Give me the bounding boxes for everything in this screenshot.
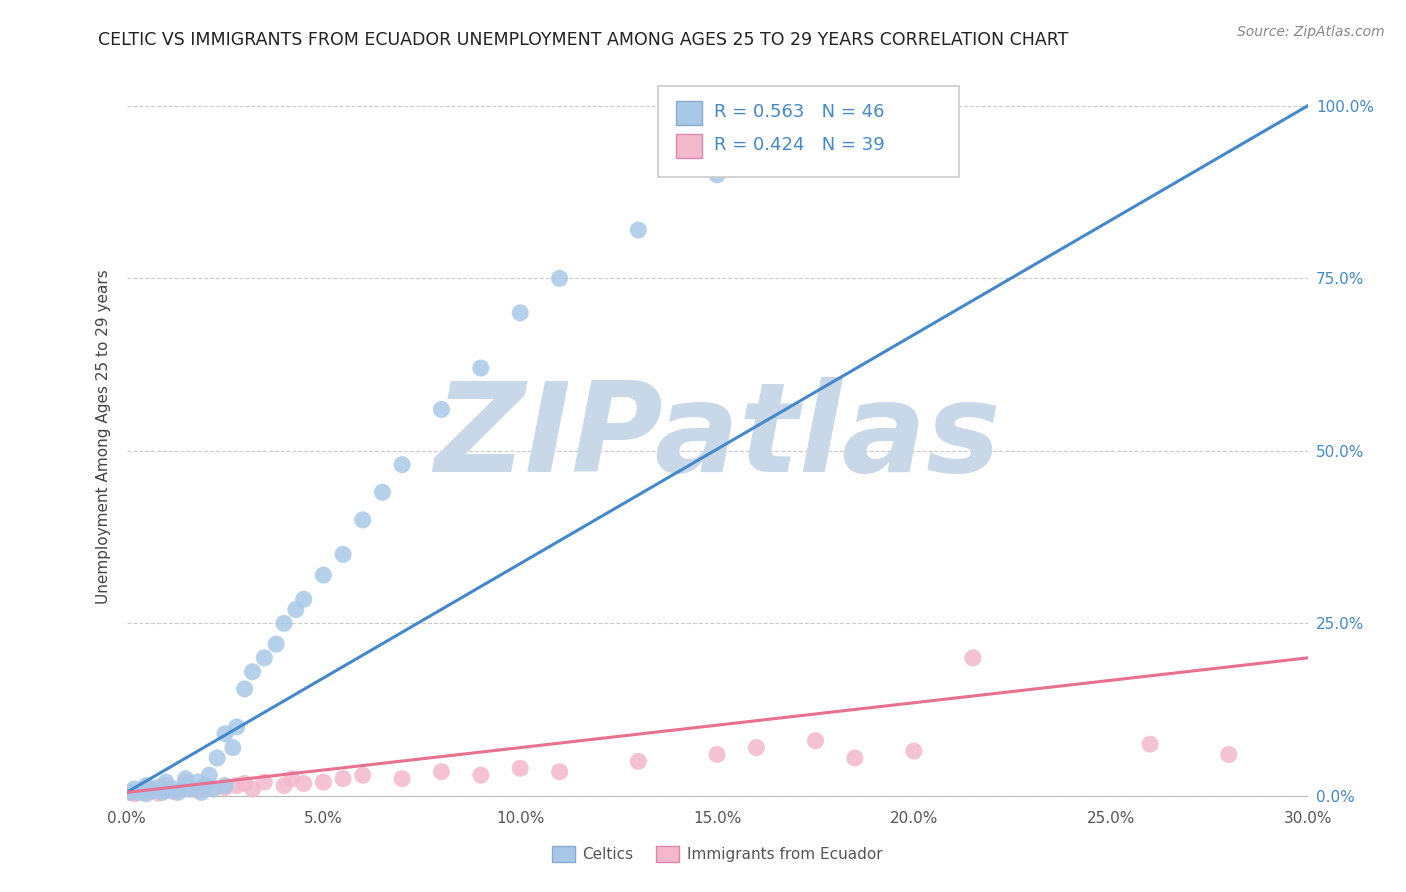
Point	[281, 772, 304, 786]
Point	[146, 786, 169, 800]
Text: R = 0.563   N = 46: R = 0.563 N = 46	[713, 103, 884, 120]
Point	[242, 782, 264, 797]
Point	[804, 133, 827, 147]
Point	[127, 785, 149, 799]
Point	[174, 779, 197, 793]
Point	[174, 775, 197, 789]
Point	[253, 775, 276, 789]
Point	[332, 548, 354, 562]
FancyBboxPatch shape	[676, 135, 702, 158]
Point	[470, 361, 492, 376]
Point	[548, 764, 571, 779]
Point	[155, 775, 177, 789]
FancyBboxPatch shape	[658, 86, 959, 178]
Point	[135, 785, 157, 799]
Text: Source: ZipAtlas.com: Source: ZipAtlas.com	[1237, 25, 1385, 39]
Point	[352, 513, 374, 527]
Point	[312, 568, 335, 582]
Y-axis label: Unemployment Among Ages 25 to 29 years: Unemployment Among Ages 25 to 29 years	[96, 269, 111, 605]
Point	[1218, 747, 1240, 762]
Point	[131, 783, 153, 797]
Point	[352, 768, 374, 782]
Point	[155, 779, 177, 793]
Point	[332, 772, 354, 786]
Point	[179, 782, 201, 797]
Point	[186, 783, 208, 797]
FancyBboxPatch shape	[676, 102, 702, 125]
Point	[150, 785, 173, 799]
Point	[194, 779, 217, 793]
Point	[139, 782, 162, 797]
Point	[509, 761, 531, 775]
Point	[146, 780, 169, 795]
Point	[163, 782, 186, 797]
Point	[312, 775, 335, 789]
Point	[135, 779, 157, 793]
Point	[120, 785, 142, 799]
Point	[706, 168, 728, 182]
Point	[124, 787, 146, 801]
Point	[155, 783, 177, 797]
Point	[430, 764, 453, 779]
Point	[135, 787, 157, 801]
Point	[174, 782, 197, 797]
Point	[233, 776, 256, 790]
Point	[202, 782, 225, 797]
Point	[430, 402, 453, 417]
Point	[124, 782, 146, 797]
Point	[470, 768, 492, 782]
Point	[214, 727, 236, 741]
Point	[202, 782, 225, 797]
Point	[804, 733, 827, 747]
Point	[706, 747, 728, 762]
Point	[214, 779, 236, 793]
Point	[264, 637, 287, 651]
Point	[903, 120, 925, 134]
Point	[292, 776, 315, 790]
Point	[155, 783, 177, 797]
Text: CELTIC VS IMMIGRANTS FROM ECUADOR UNEMPLOYMENT AMONG AGES 25 TO 29 YEARS CORRELA: CELTIC VS IMMIGRANTS FROM ECUADOR UNEMPL…	[98, 31, 1069, 49]
Point	[627, 755, 650, 769]
Point	[222, 740, 245, 755]
Point	[143, 783, 166, 797]
Point	[233, 681, 256, 696]
Point	[194, 779, 217, 793]
Point	[163, 785, 186, 799]
Point	[198, 768, 221, 782]
Point	[190, 785, 212, 799]
Point	[292, 592, 315, 607]
Text: R = 0.424   N = 39: R = 0.424 N = 39	[713, 136, 884, 153]
Point	[1139, 737, 1161, 751]
Point	[627, 223, 650, 237]
Point	[131, 783, 153, 797]
Point	[273, 779, 295, 793]
Text: ZIPatlas: ZIPatlas	[434, 376, 1000, 498]
Point	[903, 744, 925, 758]
Point	[962, 651, 984, 665]
Point	[253, 651, 276, 665]
Point	[225, 720, 247, 734]
Point	[745, 740, 768, 755]
Point	[214, 780, 236, 795]
Point	[242, 665, 264, 679]
Point	[548, 271, 571, 285]
Legend: Celtics, Immigrants from Ecuador: Celtics, Immigrants from Ecuador	[546, 840, 889, 868]
Point	[174, 772, 197, 786]
Point	[166, 785, 188, 799]
Point	[391, 458, 413, 472]
Point	[371, 485, 394, 500]
Point	[509, 306, 531, 320]
Point	[205, 751, 228, 765]
Point	[391, 772, 413, 786]
Point	[844, 751, 866, 765]
Point	[186, 775, 208, 789]
Point	[225, 779, 247, 793]
Point	[284, 602, 307, 616]
Point	[120, 785, 142, 799]
Point	[273, 616, 295, 631]
